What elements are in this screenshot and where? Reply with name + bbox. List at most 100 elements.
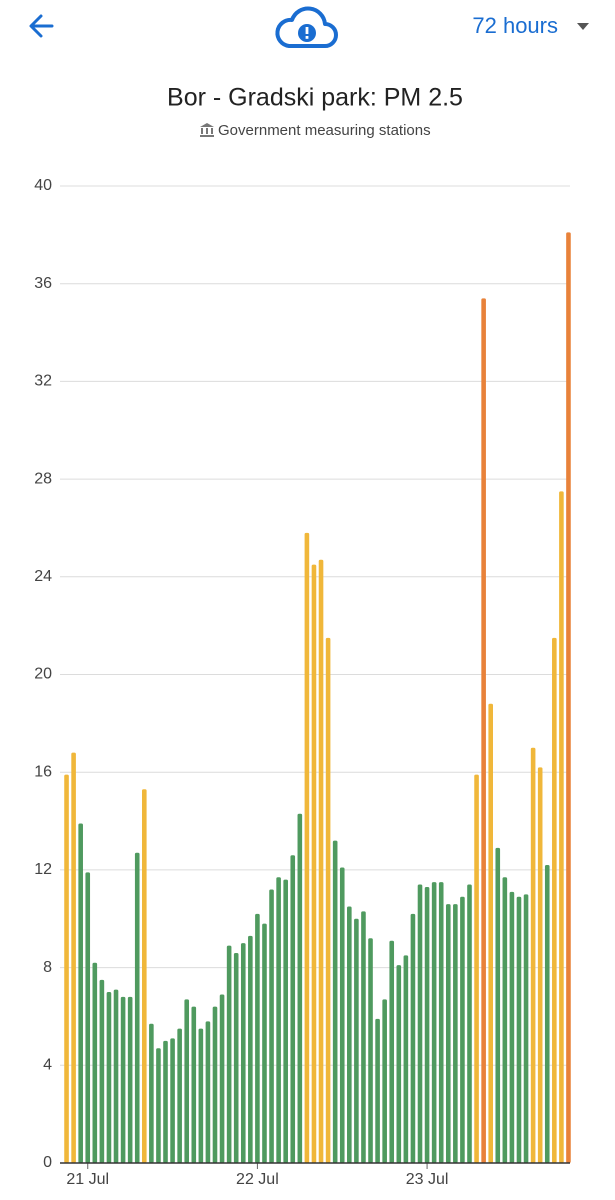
bar bbox=[460, 896, 465, 1163]
bar bbox=[339, 867, 345, 1163]
bar bbox=[255, 913, 260, 1163]
bar bbox=[354, 918, 359, 1163]
y-tick-label: 20 bbox=[34, 666, 52, 683]
bar bbox=[134, 852, 140, 1163]
bar bbox=[92, 962, 98, 1163]
bar bbox=[368, 938, 373, 1163]
bar bbox=[332, 840, 338, 1163]
bar bbox=[226, 945, 232, 1163]
bar bbox=[113, 989, 119, 1163]
icon-roof bbox=[200, 123, 214, 127]
bar bbox=[325, 637, 331, 1163]
bar bbox=[149, 1023, 154, 1163]
bar bbox=[544, 865, 550, 1163]
bar bbox=[389, 940, 395, 1163]
bar bbox=[530, 747, 536, 1163]
x-tick-label: 21 Jul bbox=[66, 1171, 109, 1188]
bar bbox=[361, 911, 366, 1163]
bar bbox=[445, 904, 451, 1163]
y-tick-label: 40 bbox=[34, 177, 52, 194]
bar bbox=[481, 298, 486, 1164]
bar bbox=[141, 789, 147, 1163]
bar bbox=[276, 877, 281, 1163]
bar bbox=[106, 992, 112, 1163]
bar bbox=[297, 813, 303, 1163]
icon-pillar bbox=[206, 128, 208, 134]
bar bbox=[262, 923, 267, 1163]
bar bbox=[467, 884, 472, 1163]
bar bbox=[537, 767, 543, 1163]
bar bbox=[99, 979, 105, 1163]
x-tick-label: 22 Jul bbox=[236, 1171, 279, 1188]
bar bbox=[170, 1038, 175, 1163]
y-tick-label: 16 bbox=[34, 763, 52, 780]
bar bbox=[488, 703, 494, 1163]
bar bbox=[205, 1021, 211, 1163]
bar bbox=[495, 847, 501, 1163]
bar bbox=[516, 896, 522, 1163]
icon-pillar bbox=[201, 128, 203, 134]
bar bbox=[566, 232, 571, 1164]
y-tick-label: 24 bbox=[34, 568, 52, 585]
dropdown-caret bbox=[577, 23, 589, 30]
bar bbox=[396, 965, 402, 1163]
bar bbox=[375, 1018, 380, 1163]
alert-mark bbox=[305, 27, 309, 34]
bar bbox=[127, 996, 133, 1163]
y-tick-label: 32 bbox=[34, 373, 52, 390]
bar bbox=[347, 906, 352, 1163]
y-tick-label: 12 bbox=[34, 861, 52, 878]
bar bbox=[417, 884, 423, 1163]
y-tick-label: 36 bbox=[34, 275, 52, 292]
back-arrow bbox=[29, 14, 54, 38]
bar bbox=[248, 935, 253, 1163]
bar bbox=[382, 999, 387, 1163]
bar bbox=[502, 877, 508, 1163]
icon-base bbox=[200, 135, 214, 137]
bar bbox=[163, 1040, 168, 1163]
bar bbox=[177, 1028, 182, 1163]
range-dropdown[interactable]: 72 hours bbox=[472, 13, 589, 38]
bar bbox=[283, 879, 288, 1163]
bar bbox=[318, 559, 324, 1163]
bar bbox=[184, 999, 190, 1163]
x-tick-label: 23 Jul bbox=[406, 1171, 449, 1188]
back-button[interactable] bbox=[29, 14, 54, 38]
bar bbox=[212, 1006, 218, 1163]
chart-subtitle: Government measuring stations bbox=[218, 122, 431, 139]
bar bbox=[78, 823, 83, 1163]
y-tick-label: 28 bbox=[34, 470, 52, 487]
bar bbox=[509, 891, 515, 1163]
bar bbox=[453, 904, 458, 1163]
plot-area: 0 4 8 12 16 20 24 28 32 36 40 21 Jul 22 Jul 23 Jul bbox=[34, 177, 571, 1188]
bar bbox=[233, 952, 239, 1163]
bar bbox=[198, 1028, 204, 1163]
bar bbox=[410, 913, 416, 1163]
y-tick-label: 4 bbox=[43, 1057, 52, 1074]
y-tick-label: 8 bbox=[43, 959, 52, 976]
alert-dot bbox=[305, 36, 309, 39]
icon-pillar bbox=[211, 128, 213, 134]
building-icon bbox=[200, 123, 214, 137]
bar bbox=[191, 1006, 197, 1163]
y-tick-label: 0 bbox=[43, 1154, 52, 1171]
bar bbox=[120, 996, 126, 1163]
bar bbox=[438, 882, 444, 1163]
bar bbox=[559, 491, 564, 1163]
bar bbox=[64, 774, 69, 1163]
bar bbox=[311, 564, 317, 1163]
bar bbox=[219, 994, 225, 1163]
chart-title: Bor - Gradski park: PM 2.5 bbox=[167, 84, 463, 112]
cloud-icon bbox=[275, 6, 338, 48]
bar bbox=[71, 752, 76, 1163]
bar bbox=[474, 774, 479, 1163]
bar bbox=[403, 955, 409, 1163]
app-logo bbox=[275, 6, 338, 48]
bar bbox=[552, 637, 557, 1163]
bar bbox=[424, 886, 430, 1163]
bar bbox=[290, 855, 296, 1163]
range-label: 72 hours bbox=[472, 13, 558, 38]
bar bbox=[431, 882, 437, 1163]
bar bbox=[240, 943, 246, 1163]
